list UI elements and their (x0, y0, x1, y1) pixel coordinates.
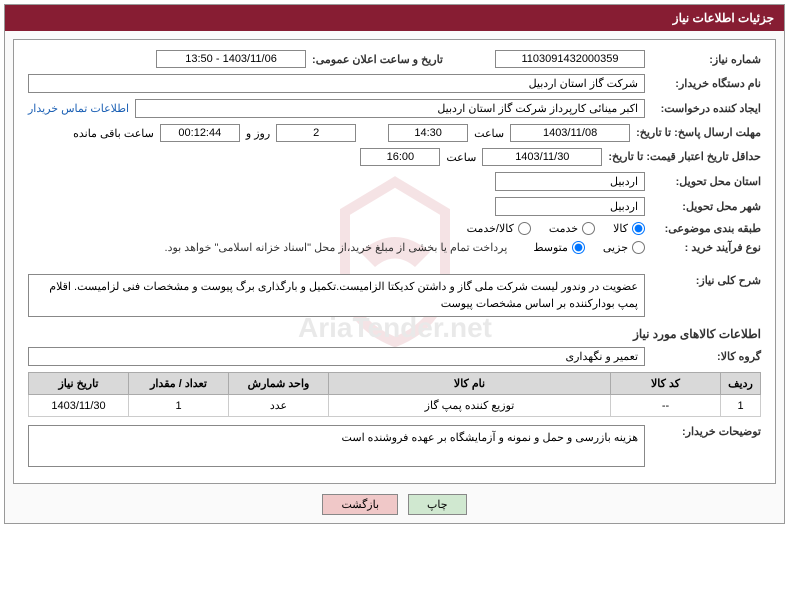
table-header-row: ردیف کد کالا نام کالا واحد شمارش تعداد /… (29, 373, 761, 395)
th-code: کد کالا (611, 373, 721, 395)
td-name: توزیع کننده پمپ گاز (329, 395, 611, 417)
row-category: طبقه بندی موضوعی: کالا خدمت کالا/خدمت (28, 222, 761, 235)
buyer-notes-label: توضیحات خریدار: (651, 425, 761, 438)
row-province: استان محل تحویل: اردبیل (28, 172, 761, 191)
row-process: نوع فرآیند خرید : جزیی متوسط پرداخت تمام… (28, 241, 761, 254)
category-radio-service-label: خدمت (549, 222, 578, 235)
province-value: اردبیل (495, 172, 645, 191)
row-validity: حداقل تاریخ اعتبار قیمت: تا تاریخ: 1403/… (28, 148, 761, 166)
th-qty: تعداد / مقدار (129, 373, 229, 395)
goods-group-value: تعمیر و نگهداری (28, 347, 645, 366)
process-note: پرداخت تمام یا بخشی از مبلغ خرید،از محل … (165, 241, 508, 254)
buyer-org-value: شرکت گاز استان اردبیل (28, 74, 645, 93)
need-number-value: 1103091432000359 (495, 50, 645, 68)
category-radio-group: کالا خدمت کالا/خدمت (467, 222, 645, 235)
row-buyer-notes: توضیحات خریدار: هزینه بازرسی و حمل و نمو… (28, 425, 761, 467)
td-idx: 1 (721, 395, 761, 417)
validity-time-label: ساعت (446, 151, 476, 164)
details-panel: جزئیات اطلاعات نیاز AriaTender.net شماره… (4, 4, 785, 524)
row-goods-group: گروه کالا: تعمیر و نگهداری (28, 347, 761, 366)
remain-label: ساعت باقی مانده (73, 127, 154, 140)
goods-table: ردیف کد کالا نام کالا واحد شمارش تعداد /… (28, 372, 761, 417)
buyer-contact-link[interactable]: اطلاعات تماس خریدار (28, 102, 129, 115)
category-radio-service-input[interactable] (582, 222, 595, 235)
category-radio-both-input[interactable] (518, 222, 531, 235)
print-button[interactable]: چاپ (408, 494, 467, 515)
row-need-number: شماره نیاز: 1103091432000359 تاریخ و ساع… (28, 50, 761, 68)
category-radio-both-label: کالا/خدمت (467, 222, 514, 235)
city-label: شهر محل تحویل: (651, 200, 761, 213)
process-radio-minor-input[interactable] (632, 241, 645, 254)
reply-deadline-label: مهلت ارسال پاسخ: تا تاریخ: (636, 126, 761, 140)
category-radio-goods-input[interactable] (632, 222, 645, 235)
city-value: اردبیل (495, 197, 645, 216)
row-requester: ایجاد کننده درخواست: اکبر مینائی کارپردا… (28, 99, 761, 118)
inner-box: AriaTender.net شماره نیاز: 1103091432000… (13, 39, 776, 484)
row-city: شهر محل تحویل: اردبیل (28, 197, 761, 216)
days-remaining-value: 2 (276, 124, 356, 142)
description-text: عضویت در وندور لیست شرکت ملی گاز و داشتن… (28, 274, 645, 317)
row-reply-deadline: مهلت ارسال پاسخ: تا تاریخ: 1403/11/08 سا… (28, 124, 761, 142)
category-radio-goods[interactable]: کالا (613, 222, 645, 235)
announce-value: 1403/11/06 - 13:50 (156, 50, 306, 68)
category-radio-service[interactable]: خدمت (549, 222, 595, 235)
th-idx: ردیف (721, 373, 761, 395)
process-radio-minor-label: جزیی (603, 241, 628, 254)
announce-label: تاریخ و ساعت اعلان عمومی: (312, 53, 443, 66)
validity-date-value: 1403/11/30 (482, 148, 602, 166)
validity-time-value: 16:00 (360, 148, 440, 166)
reply-time-value: 14:30 (388, 124, 468, 142)
requester-label: ایجاد کننده درخواست: (651, 102, 761, 115)
panel-title: جزئیات اطلاعات نیاز (5, 5, 784, 31)
validity-label: حداقل تاریخ اعتبار قیمت: تا تاریخ: (608, 150, 761, 164)
td-date: 1403/11/30 (29, 395, 129, 417)
process-radio-medium[interactable]: متوسط (533, 241, 585, 254)
goods-section-title: اطلاعات کالاهای مورد نیاز (28, 327, 761, 341)
th-name: نام کالا (329, 373, 611, 395)
countdown-value: 00:12:44 (160, 124, 240, 142)
goods-group-label: گروه کالا: (651, 350, 761, 363)
days-label: روز و (246, 127, 270, 140)
process-radio-medium-input[interactable] (572, 241, 585, 254)
requester-value: اکبر مینائی کارپرداز شرکت گاز استان اردب… (135, 99, 645, 118)
th-unit: واحد شمارش (229, 373, 329, 395)
reply-time-label: ساعت (474, 127, 504, 140)
process-label: نوع فرآیند خرید : (651, 241, 761, 254)
process-radio-minor[interactable]: جزیی (603, 241, 645, 254)
category-radio-both[interactable]: کالا/خدمت (467, 222, 531, 235)
category-label: طبقه بندی موضوعی: (651, 222, 761, 235)
description-label: شرح کلی نیاز: (651, 274, 761, 287)
reply-date-value: 1403/11/08 (510, 124, 630, 142)
row-description: شرح کلی نیاز: عضویت در وندور لیست شرکت م… (28, 274, 761, 317)
table-row: 1 -- توزیع کننده پمپ گاز عدد 1 1403/11/3… (29, 395, 761, 417)
province-label: استان محل تحویل: (651, 175, 761, 188)
row-buyer-org: نام دستگاه خریدار: شرکت گاز استان اردبیل (28, 74, 761, 93)
panel-body: AriaTender.net شماره نیاز: 1103091432000… (5, 31, 784, 523)
process-radio-medium-label: متوسط (533, 241, 568, 254)
td-code: -- (611, 395, 721, 417)
need-number-label: شماره نیاز: (651, 53, 761, 66)
td-unit: عدد (229, 395, 329, 417)
button-row: چاپ بازگشت (13, 494, 776, 515)
buyer-org-label: نام دستگاه خریدار: (651, 77, 761, 90)
back-button[interactable]: بازگشت (322, 494, 398, 515)
category-radio-goods-label: کالا (613, 222, 628, 235)
td-qty: 1 (129, 395, 229, 417)
buyer-notes-text: هزینه بازرسی و حمل و نمونه و آزمایشگاه ب… (28, 425, 645, 467)
th-date: تاریخ نیاز (29, 373, 129, 395)
process-radio-group: جزیی متوسط (533, 241, 645, 254)
